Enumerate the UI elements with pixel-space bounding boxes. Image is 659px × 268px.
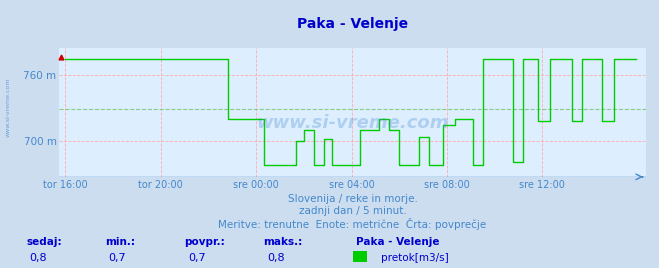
Text: Meritve: trenutne  Enote: metrične  Črta: povprečje: Meritve: trenutne Enote: metrične Črta: … bbox=[218, 218, 487, 230]
Text: povpr.:: povpr.: bbox=[185, 237, 225, 247]
Text: Slovenija / reke in morje.: Slovenija / reke in morje. bbox=[287, 194, 418, 204]
Text: Paka - Velenje: Paka - Velenje bbox=[297, 17, 408, 31]
Text: www.si-vreme.com: www.si-vreme.com bbox=[5, 77, 11, 137]
Text: 0,7: 0,7 bbox=[109, 253, 127, 263]
Text: www.si-vreme.com: www.si-vreme.com bbox=[256, 114, 449, 132]
Text: maks.:: maks.: bbox=[264, 237, 303, 247]
Text: pretok[m3/s]: pretok[m3/s] bbox=[381, 253, 449, 263]
Text: Paka - Velenje: Paka - Velenje bbox=[356, 237, 440, 247]
Text: 0,8: 0,8 bbox=[267, 253, 285, 263]
Text: 0,7: 0,7 bbox=[188, 253, 206, 263]
Text: zadnji dan / 5 minut.: zadnji dan / 5 minut. bbox=[299, 206, 407, 216]
Text: min.:: min.: bbox=[105, 237, 136, 247]
Text: 0,8: 0,8 bbox=[30, 253, 47, 263]
Text: sedaj:: sedaj: bbox=[26, 237, 62, 247]
